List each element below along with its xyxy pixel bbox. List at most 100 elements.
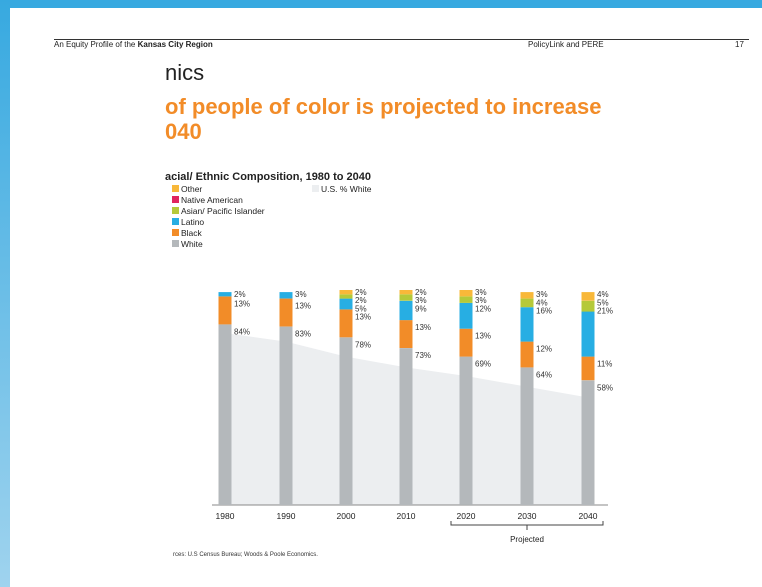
data-label: 12%: [475, 304, 491, 313]
data-label: 12%: [536, 345, 552, 354]
x-tick-label: 2030: [518, 511, 537, 521]
bar-asian-2020: [459, 296, 473, 303]
bar-white-2030: [520, 367, 534, 505]
data-label: 13%: [475, 332, 491, 341]
legend-swatch-black: [172, 229, 179, 236]
bar-black-2010: [399, 320, 413, 348]
bar-asian-2000: [339, 294, 353, 299]
bar-black-1990: [279, 298, 293, 327]
data-label: 21%: [597, 307, 613, 316]
bar-white-2000: [339, 337, 353, 505]
data-label: 3%: [415, 296, 427, 305]
data-label: 2%: [355, 288, 367, 297]
data-label: 13%: [355, 312, 371, 321]
section-title: nics: [165, 60, 205, 85]
data-label: 3%: [475, 296, 487, 305]
data-label: 2%: [415, 288, 427, 297]
bar-latino-2040: [581, 311, 595, 357]
data-label: 3%: [536, 290, 548, 299]
headline-line-2: 040: [165, 119, 202, 144]
x-tick-label: 2000: [337, 511, 356, 521]
bar-latino-2030: [520, 307, 534, 342]
bar-white-2010: [399, 348, 413, 505]
data-label: 83%: [295, 330, 311, 339]
data-label: 84%: [234, 327, 250, 336]
data-label: 3%: [295, 290, 307, 299]
bar-other-2030: [520, 292, 534, 299]
projected-bracket: [450, 521, 604, 526]
bar-other-2000: [339, 290, 353, 295]
data-label: 5%: [355, 304, 367, 313]
data-label: 13%: [295, 302, 311, 311]
bar-white-2020: [459, 356, 473, 505]
bar-other-2020: [459, 290, 473, 297]
legend-swatch-asian: [172, 207, 179, 214]
header-publisher: PolicyLink and PERE: [528, 40, 604, 49]
data-label: 16%: [536, 307, 552, 316]
bar-white-1980: [218, 324, 232, 505]
header-region: Kansas City Region: [137, 40, 213, 49]
bar-other-2040: [581, 292, 595, 301]
x-tick-label: 2020: [457, 511, 476, 521]
legend-swatch-white: [172, 240, 179, 247]
header-rule: [54, 39, 749, 40]
data-label: 69%: [475, 360, 491, 369]
bar-latino-1990: [279, 292, 293, 299]
chart-title: acial/ Ethnic Composition, 1980 to 2040: [165, 171, 372, 183]
data-label: 3%: [475, 288, 487, 297]
legend-label-latino: Latino: [181, 217, 204, 227]
bar-asian-2040: [581, 300, 595, 312]
legend-label-asian: Asian/ Pacific Islander: [181, 206, 265, 216]
legend-swatch-other: [172, 185, 179, 192]
data-label: 4%: [536, 298, 548, 307]
projected-label: Projected: [510, 535, 544, 544]
bar-black-2000: [339, 309, 353, 338]
data-label: 58%: [597, 383, 613, 392]
bar-black-2040: [581, 356, 595, 381]
headline: of people of color is projected to incre…: [165, 94, 725, 144]
bar-white-2040: [581, 380, 595, 505]
data-label: 4%: [597, 290, 609, 299]
top-accent-band: [0, 0, 762, 8]
header-report-title: An Equity Profile of the Kansas City Reg…: [54, 40, 213, 49]
legend-swatch-latino: [172, 218, 179, 225]
headline-line-1: of people of color is projected to incre…: [165, 94, 602, 119]
source-note: rces: U.S Census Bureau; Woods & Poole E…: [173, 552, 318, 558]
legend-label-native: Native American: [181, 195, 243, 205]
bar-white-1990: [279, 326, 293, 505]
data-label: 64%: [536, 370, 552, 379]
legend-label-other: Other: [181, 184, 202, 194]
x-tick-label: 2010: [397, 511, 416, 521]
x-tick-label: 2040: [579, 511, 598, 521]
data-label: 73%: [415, 351, 431, 360]
header-prefix: An Equity Profile of the: [54, 40, 138, 49]
data-label: 9%: [415, 304, 427, 313]
data-label: 78%: [355, 340, 371, 349]
bar-black-1980: [218, 296, 232, 325]
legend-label-us-white: U.S. % White: [321, 184, 372, 194]
bar-latino-2020: [459, 302, 473, 329]
legend-label-black: Black: [181, 228, 203, 238]
x-tick-label: 1980: [216, 511, 235, 521]
data-label: 2%: [355, 296, 367, 305]
page-number: 17: [735, 40, 744, 49]
data-label: 13%: [234, 300, 250, 309]
data-label: 11%: [597, 360, 612, 369]
x-tick-label: 1990: [277, 511, 296, 521]
bar-latino-2010: [399, 300, 413, 321]
legend-swatch-us-white: [312, 185, 319, 192]
data-label: 5%: [597, 298, 609, 307]
data-label: 13%: [415, 323, 431, 332]
legend-swatch-native: [172, 196, 179, 203]
bar-asian-2030: [520, 298, 534, 308]
bar-latino-1980: [218, 292, 232, 297]
bar-latino-2000: [339, 298, 353, 310]
bar-other-2010: [399, 290, 413, 295]
left-accent-band: [0, 0, 10, 587]
bar-black-2020: [459, 328, 473, 357]
bar-black-2030: [520, 341, 534, 368]
legend-label-white: White: [181, 239, 203, 249]
bar-asian-2010: [399, 294, 413, 301]
data-label: 2%: [234, 290, 246, 299]
